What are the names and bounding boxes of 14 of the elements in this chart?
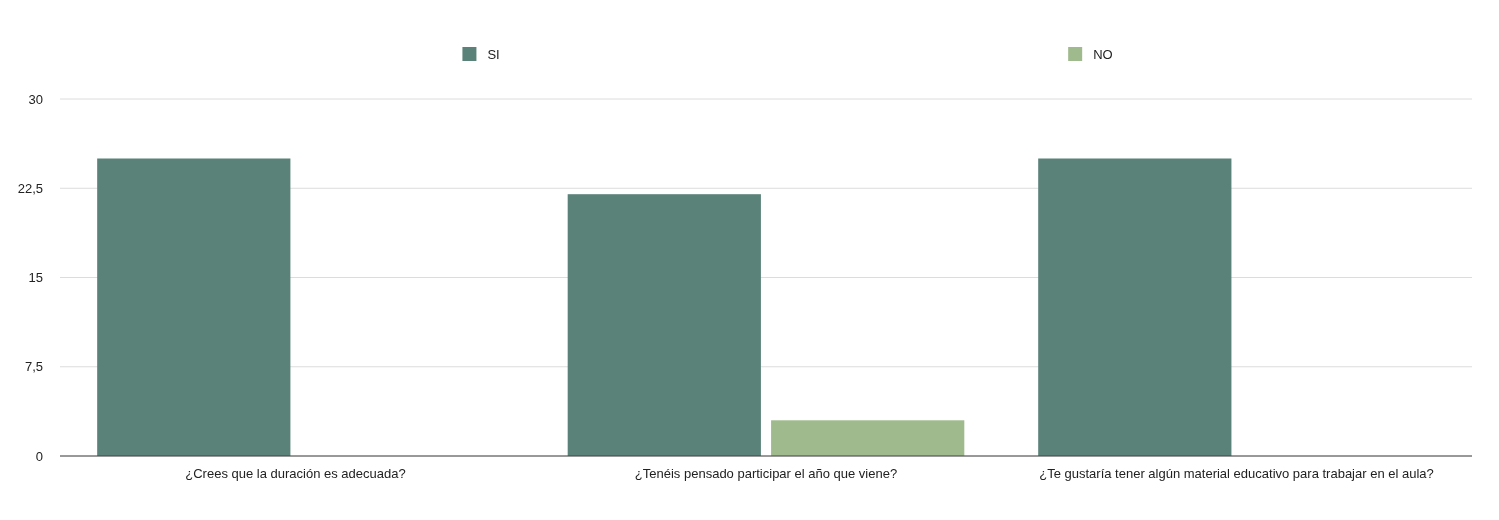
bar: [771, 420, 965, 456]
y-tick-label: 7,5: [24, 359, 43, 375]
x-tick-label: ¿Te gustaría tener algún material educativo para trabajar en el aula?: [1039, 466, 1434, 481]
y-tick-label: 15: [28, 270, 43, 286]
bar: [1038, 158, 1232, 456]
bar: [567, 194, 761, 456]
x-tick-label: ¿Tenéis pensado participar el año que viene?: [634, 466, 898, 481]
legend-label: SI: [487, 46, 500, 62]
y-tick-label: 30: [28, 91, 43, 107]
y-tick-label: 0: [35, 448, 43, 464]
x-tick-label: ¿Crees que la duración es adecuada?: [185, 466, 406, 481]
legend-label: NO: [1093, 46, 1113, 62]
bar: [97, 158, 291, 456]
y-tick-label: 22,5: [17, 180, 43, 196]
